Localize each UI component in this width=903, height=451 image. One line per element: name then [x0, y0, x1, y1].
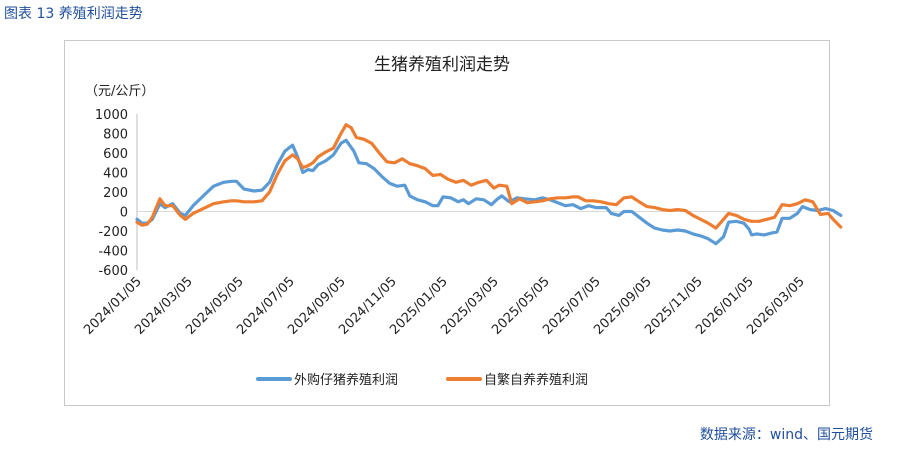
chart-frame	[64, 40, 830, 406]
series-line-1	[135, 138, 843, 246]
y-tick-label: 800	[103, 128, 128, 143]
y-unit-label: （元/公斤）	[85, 84, 154, 99]
legend-label-1: 外购仔猪养殖利润	[294, 372, 398, 388]
y-tick-label: 0	[120, 206, 128, 221]
source-note: 数据来源：wind、国元期货	[699, 427, 873, 443]
y-tick-label: -600	[98, 264, 128, 279]
y-tick-label: 1000	[95, 108, 128, 123]
y-tick-label: 400	[103, 167, 128, 182]
legend-label-2: 自繁自养养殖利润	[484, 372, 588, 388]
y-tick-label: -400	[98, 245, 128, 260]
figure-caption: 图表 13 养殖利润走势	[4, 6, 143, 22]
series-line-2	[135, 123, 843, 230]
y-tick-label: 600	[103, 147, 128, 162]
y-tick-label: -200	[98, 225, 128, 240]
y-tick-label: 200	[103, 186, 128, 201]
chart-title: 生猪养殖利润走势	[374, 55, 510, 75]
